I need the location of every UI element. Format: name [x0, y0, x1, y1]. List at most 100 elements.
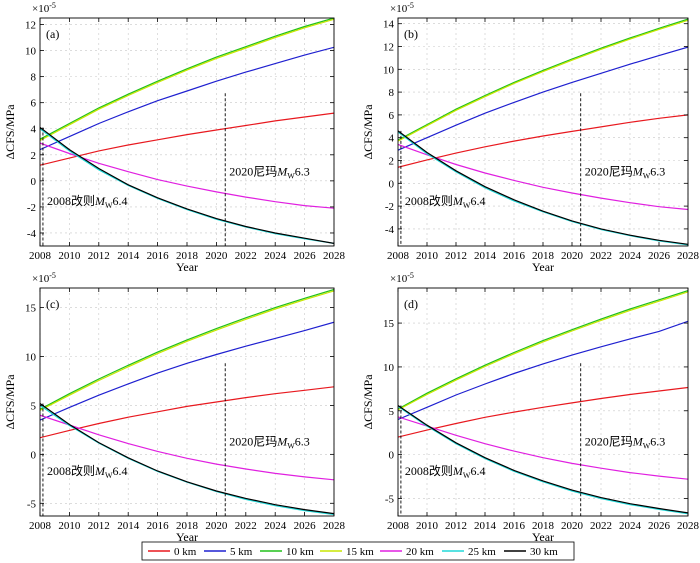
x-tick-label: 2014 [117, 520, 140, 532]
y-axis-label: ΔCFS/MPa [361, 374, 375, 430]
series-line [40, 386, 334, 439]
legend-label: 0 km [174, 546, 197, 558]
y-axis-label: ΔCFS/MPa [3, 374, 17, 430]
x-tick-label: 2016 [147, 250, 170, 262]
y-tick-label: -4 [27, 228, 37, 240]
legend-label: 15 km [346, 546, 374, 558]
x-tick-label: 2024 [264, 250, 287, 262]
legend-label: 30 km [530, 546, 558, 558]
x-tick-label: 2010 [416, 520, 439, 532]
series-line [40, 142, 334, 209]
x-tick-label: 2020 [561, 520, 584, 532]
series-line [398, 405, 688, 515]
x-tick-label: 2008 [387, 250, 410, 262]
y-tick-label: 4 [31, 124, 37, 136]
y-exponent-label: ×10-5 [32, 1, 56, 15]
y-tick-label: 14 [383, 19, 395, 31]
x-tick-label: 2026 [294, 250, 317, 262]
x-tick-label: 2018 [176, 520, 199, 532]
x-tick-label: 2020 [205, 520, 228, 532]
x-tick-label: 2014 [474, 250, 497, 262]
x-axis-label: Year [532, 260, 554, 274]
series-line [398, 320, 688, 421]
x-tick-label: 2010 [58, 520, 81, 532]
y-tick-label: 8 [31, 72, 37, 84]
x-tick-label: 2014 [117, 250, 140, 262]
y-tick-label: 4 [389, 133, 395, 145]
x-tick-label: 2012 [88, 520, 110, 532]
x-tick-label: 2020 [205, 250, 228, 262]
x-tick-label: 2028 [677, 520, 700, 532]
y-tick-label: 10 [383, 64, 395, 76]
x-axis-label: Year [532, 530, 554, 544]
panel-label: (d) [404, 297, 418, 311]
x-tick-label: 2024 [619, 250, 642, 262]
x-tick-label: 2010 [58, 250, 81, 262]
series-line [40, 403, 334, 515]
x-tick-label: 2014 [474, 520, 497, 532]
event-annotation: 2008改则MW6.4 [405, 194, 486, 210]
x-tick-label: 2008 [387, 520, 410, 532]
y-exponent-label: ×10-5 [390, 271, 414, 285]
y-tick-label: -2 [385, 201, 394, 213]
x-tick-label: 2008 [29, 250, 52, 262]
x-tick-label: 2018 [532, 520, 555, 532]
x-tick-label: 2018 [532, 250, 555, 262]
series-line [398, 18, 688, 141]
series-line [398, 291, 688, 411]
y-tick-label: 10 [25, 351, 37, 363]
series-line [40, 112, 334, 166]
x-tick-label: 2012 [445, 250, 467, 262]
y-axis-label: ΔCFS/MPa [361, 104, 375, 160]
series-line [398, 416, 688, 480]
y-tick-label: 0 [389, 178, 395, 190]
series-line [398, 130, 688, 245]
series-line [40, 18, 334, 140]
series-line [398, 405, 688, 514]
x-tick-label: 2022 [590, 520, 612, 532]
x-tick-label: 2026 [648, 250, 671, 262]
x-tick-label: 2008 [29, 520, 52, 532]
event-annotation: 2008改则MW6.4 [47, 464, 128, 480]
series-line [40, 46, 334, 151]
series-line [398, 19, 688, 142]
series-line [398, 46, 688, 151]
x-tick-label: 2012 [445, 520, 467, 532]
series-line [40, 126, 334, 244]
panel-label: (c) [46, 297, 59, 311]
plot-frame [39, 17, 335, 247]
x-tick-label: 2028 [323, 520, 346, 532]
y-tick-label: 2 [389, 156, 395, 168]
event-annotation: 2008改则MW6.4 [47, 194, 128, 210]
x-tick-label: 2010 [416, 250, 439, 262]
y-exponent-label: ×10-5 [390, 1, 414, 15]
event-annotation: 2020尼玛MW6.3 [229, 434, 310, 450]
x-tick-label: 2028 [677, 250, 700, 262]
panel-label: (b) [404, 27, 418, 41]
y-tick-label: 5 [31, 400, 37, 412]
y-tick-label: 15 [383, 318, 395, 330]
y-tick-label: 15 [25, 303, 37, 315]
y-tick-label: -4 [385, 224, 395, 236]
event-annotation: 2020尼玛MW6.3 [585, 434, 666, 450]
x-tick-label: 2016 [147, 520, 170, 532]
x-tick-label: 2024 [264, 520, 287, 532]
legend-box [141, 541, 575, 561]
y-tick-label: 12 [383, 42, 394, 54]
event-annotation: 2020尼玛MW6.3 [229, 164, 310, 180]
y-tick-label: 5 [389, 406, 395, 418]
legend-label: 25 km [468, 546, 496, 558]
x-axis-label: Year [176, 260, 198, 274]
x-tick-label: 2026 [294, 520, 317, 532]
series-line [40, 414, 334, 481]
x-tick-label: 2022 [235, 250, 257, 262]
x-tick-label: 2016 [503, 250, 526, 262]
y-tick-label: -2 [27, 202, 36, 214]
y-tick-label: 0 [389, 450, 395, 462]
y-tick-label: 0 [31, 449, 37, 461]
y-tick-label: 6 [31, 98, 37, 110]
series-line [40, 18, 334, 142]
y-axis-label: ΔCFS/MPa [3, 104, 17, 160]
